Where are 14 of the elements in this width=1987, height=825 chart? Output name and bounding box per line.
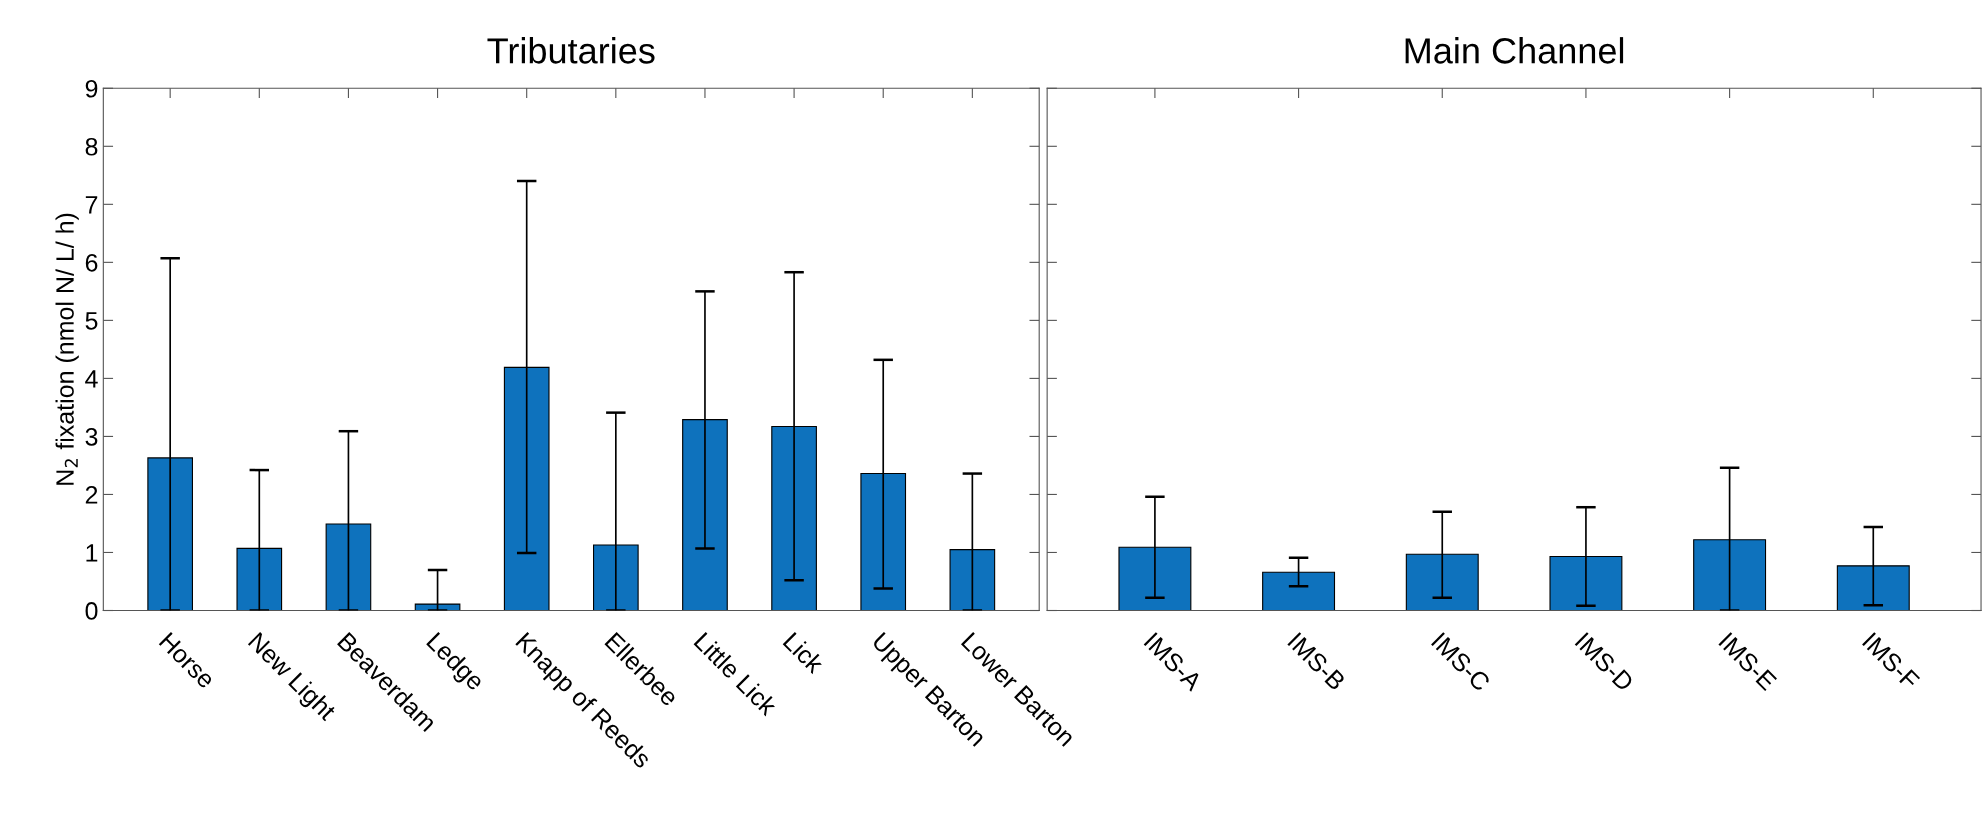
y-tick-label: 8 (85, 137, 98, 156)
y-tick-label: 7 (85, 196, 98, 214)
y-axis-title: N$_{2}$ fixation (nmol N/ L/ h) (55, 213, 79, 485)
y-tick-label: 9 (85, 79, 98, 98)
y-tick-label: 0 (85, 602, 98, 620)
chart-title: Main Channel (1405, 37, 1624, 64)
y-tick-label: 6 (85, 253, 98, 272)
y-tick-label: 5 (85, 312, 98, 330)
chart-title: Tributaries (487, 37, 655, 64)
x-tick-label: Lick (782, 631, 826, 675)
y-tick-label: 3 (85, 428, 98, 446)
y-tick-label: 1 (86, 544, 98, 562)
y-tick-label: 2 (85, 486, 98, 504)
y-tick-label: 4 (85, 370, 98, 388)
